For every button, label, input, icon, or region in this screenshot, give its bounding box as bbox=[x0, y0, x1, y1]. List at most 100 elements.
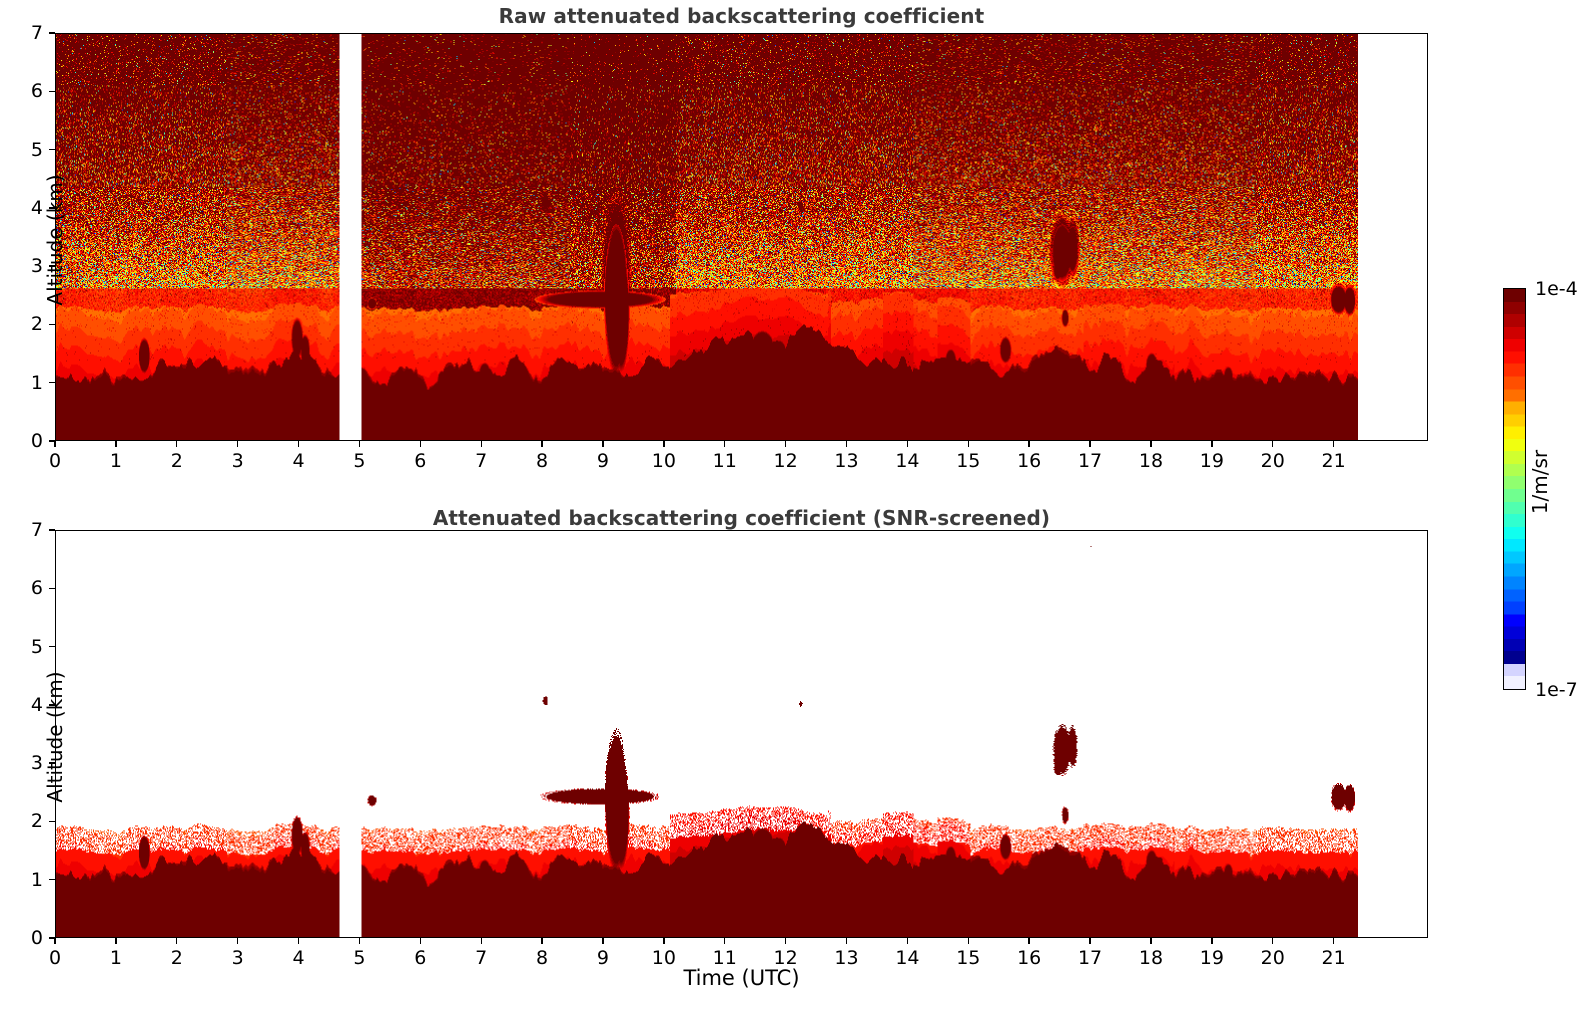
x-tick bbox=[419, 938, 421, 944]
x-tick-label: 5 bbox=[353, 947, 366, 969]
x-tick-label: 2 bbox=[170, 947, 183, 969]
x-tick-label: 3 bbox=[231, 450, 244, 472]
x-tick bbox=[845, 441, 848, 447]
x-axis-label: Time (UTC) bbox=[683, 966, 800, 990]
y-tick bbox=[49, 529, 55, 531]
x-tick-label: 7 bbox=[475, 450, 488, 472]
y-axis-label-raw: Altitude (km) bbox=[43, 174, 67, 306]
x-tick bbox=[1332, 441, 1335, 447]
y-tick bbox=[49, 32, 55, 34]
x-tick-label: 11 bbox=[712, 947, 737, 969]
x-tick bbox=[845, 938, 848, 944]
x-tick-label: 19 bbox=[1199, 450, 1224, 472]
x-tick bbox=[358, 938, 361, 944]
x-tick-label: 15 bbox=[956, 947, 981, 969]
x-tick-label: 12 bbox=[773, 450, 798, 472]
y-tick-label: 5 bbox=[30, 635, 43, 658]
y-tick bbox=[49, 820, 55, 823]
x-tick-label: 9 bbox=[596, 450, 610, 472]
x-tick bbox=[358, 441, 361, 447]
x-tick-label: 4 bbox=[292, 947, 305, 969]
x-tick bbox=[906, 441, 909, 447]
x-tick bbox=[419, 441, 421, 447]
y-tick bbox=[49, 587, 55, 589]
x-tick bbox=[236, 441, 239, 447]
x-tick bbox=[541, 938, 543, 944]
x-tick bbox=[236, 938, 239, 944]
x-tick-label: 11 bbox=[712, 450, 737, 472]
y-tick-label: 1 bbox=[30, 371, 43, 394]
y-tick-label: 4 bbox=[30, 693, 43, 716]
x-tick-label: 21 bbox=[1321, 450, 1346, 472]
x-tick bbox=[663, 441, 665, 447]
x-tick-label: 2 bbox=[170, 450, 183, 472]
y-tick-label: 5 bbox=[30, 138, 43, 161]
y-tick bbox=[49, 148, 55, 151]
y-tick-label: 2 bbox=[30, 313, 43, 336]
y-tick-label: 7 bbox=[30, 519, 43, 541]
x-tick bbox=[1150, 441, 1152, 447]
y-tick-label: 6 bbox=[30, 80, 43, 103]
x-tick-label: 13 bbox=[834, 947, 859, 969]
y-tick-label: 3 bbox=[30, 752, 43, 775]
x-tick bbox=[176, 441, 178, 447]
x-tick bbox=[176, 938, 178, 944]
x-tick-label: 13 bbox=[834, 450, 859, 472]
y-tick-label: 0 bbox=[30, 430, 43, 452]
y-tick-label: 7 bbox=[30, 22, 43, 44]
y-tick bbox=[49, 762, 55, 764]
x-tick-label: 1 bbox=[109, 450, 122, 472]
x-tick bbox=[480, 441, 482, 447]
y-tick bbox=[49, 879, 55, 881]
colorbar-max-label: 1e-4 bbox=[1535, 278, 1578, 300]
x-tick bbox=[1150, 938, 1152, 944]
x-tick bbox=[967, 441, 969, 447]
heatmap-raw bbox=[56, 34, 1427, 440]
x-tick-label: 3 bbox=[231, 947, 244, 969]
x-tick-label: 14 bbox=[895, 450, 920, 472]
y-tick bbox=[49, 645, 55, 648]
colorbar-gradient bbox=[1503, 288, 1526, 690]
x-tick bbox=[1272, 938, 1274, 944]
x-tick bbox=[297, 441, 300, 447]
y-tick bbox=[49, 323, 55, 326]
panel-title-screened: Attenuated backscattering coefficient (S… bbox=[432, 506, 1051, 530]
x-tick bbox=[906, 938, 909, 944]
x-tick-label: 18 bbox=[1138, 947, 1164, 969]
x-tick bbox=[724, 441, 726, 447]
y-tick-label: 2 bbox=[30, 810, 43, 833]
x-tick bbox=[602, 938, 604, 944]
x-tick bbox=[784, 938, 787, 944]
x-tick-label: 20 bbox=[1260, 947, 1285, 969]
x-tick-label: 21 bbox=[1321, 947, 1346, 969]
y-tick bbox=[49, 207, 55, 209]
panel-title-raw: Raw attenuated backscattering coefficien… bbox=[498, 4, 985, 28]
x-tick-label: 15 bbox=[956, 450, 981, 472]
x-tick bbox=[541, 441, 543, 447]
x-tick bbox=[1211, 938, 1213, 944]
x-tick-label: 12 bbox=[773, 947, 798, 969]
x-tick bbox=[1332, 938, 1335, 944]
x-tick bbox=[1272, 441, 1274, 447]
plot-area-raw bbox=[55, 33, 1428, 441]
y-tick bbox=[49, 440, 55, 442]
colorbar bbox=[1503, 288, 1526, 690]
x-tick bbox=[115, 938, 117, 944]
y-axis-label-screened: Altitude (km) bbox=[43, 671, 67, 803]
x-tick bbox=[297, 938, 300, 944]
x-tick-label: 0 bbox=[48, 947, 62, 969]
x-tick-label: 18 bbox=[1138, 450, 1164, 472]
x-tick bbox=[1211, 441, 1213, 447]
y-tick bbox=[49, 90, 55, 92]
x-tick-label: 1 bbox=[109, 947, 122, 969]
y-tick-label: 4 bbox=[30, 196, 43, 219]
y-tick bbox=[49, 704, 55, 706]
y-tick bbox=[49, 937, 55, 939]
x-tick-label: 17 bbox=[1077, 947, 1103, 969]
x-tick bbox=[1089, 938, 1091, 944]
x-tick-label: 9 bbox=[596, 947, 610, 969]
x-tick-label: 6 bbox=[414, 450, 427, 472]
y-tick-label: 3 bbox=[30, 255, 43, 278]
x-tick-label: 16 bbox=[1017, 450, 1042, 472]
